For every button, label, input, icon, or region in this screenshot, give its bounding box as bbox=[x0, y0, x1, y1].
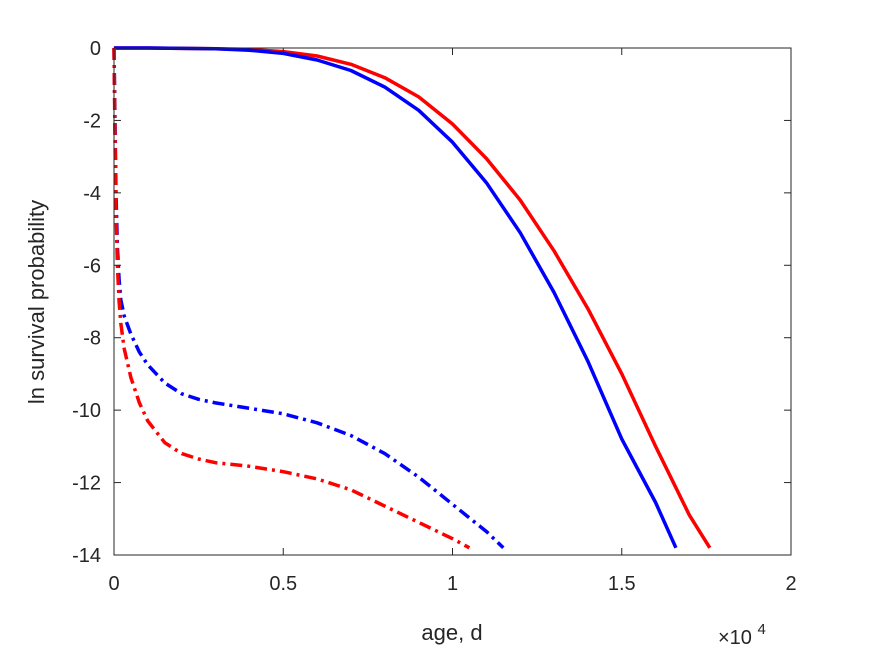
ticks-layer: 0 0.5 1 1.5 2 0 -2 -4 -6 -8 -10 -12 -14 bbox=[72, 38, 796, 595]
x-tick-label: 1.5 bbox=[608, 573, 636, 595]
x-tick-label: 1 bbox=[447, 573, 458, 595]
y-axis-label: ln survival probability bbox=[24, 200, 49, 404]
y-tick-label: -10 bbox=[72, 400, 101, 422]
y-tick-label: 0 bbox=[90, 38, 101, 60]
y-tick-label: -2 bbox=[83, 110, 101, 132]
series-layer bbox=[112, 46, 712, 550]
y-tick-label: -4 bbox=[83, 183, 101, 205]
x-tick-label: 2 bbox=[785, 573, 796, 595]
x-axis-multiplier: ×10 4 bbox=[718, 621, 766, 649]
y-tick-label: -14 bbox=[72, 545, 101, 567]
y-tick-label: -12 bbox=[72, 473, 101, 495]
x-axis-label: age, d bbox=[421, 620, 482, 645]
y-tick-label: -6 bbox=[83, 255, 101, 277]
x-tick-label: 0 bbox=[108, 573, 119, 595]
series-line-2 bbox=[114, 46, 678, 549]
y-tick-label: -8 bbox=[83, 328, 101, 350]
x-tick-label: 0.5 bbox=[269, 573, 297, 595]
x-axis-multiplier-exponent: 4 bbox=[758, 621, 766, 638]
plot-area bbox=[114, 48, 791, 555]
x-axis-multiplier-base: ×10 bbox=[718, 627, 752, 649]
series-line-4 bbox=[112, 47, 471, 550]
series-line-3 bbox=[112, 47, 505, 550]
